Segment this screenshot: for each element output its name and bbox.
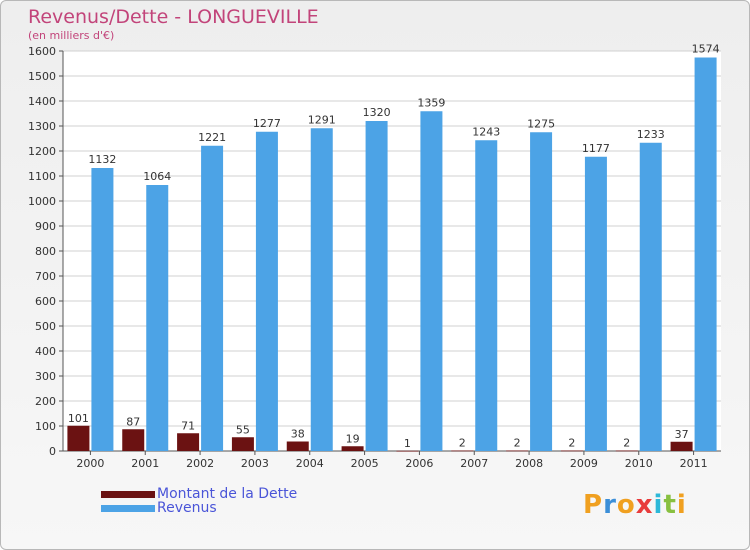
value-label-revenus: 1177 [582, 142, 610, 155]
value-label-dette: 1 [404, 437, 411, 450]
legend-swatch-revenus [101, 504, 155, 512]
logo-letter: i [676, 490, 687, 520]
value-label-revenus: 1574 [692, 43, 720, 56]
legend-swatch-dette [101, 490, 155, 498]
logo-letter: i [653, 490, 664, 520]
x-tick-label: 2008 [515, 457, 543, 470]
bar-dette [341, 446, 364, 451]
value-label-dette: 2 [568, 437, 575, 450]
x-tick-label: 2000 [76, 457, 104, 470]
value-label-dette: 2 [459, 437, 466, 450]
x-tick-label: 2002 [186, 457, 214, 470]
chart-subtitle: (en milliers d'€) [28, 29, 115, 42]
bar-revenus [475, 140, 498, 451]
y-tick-label: 300 [35, 370, 56, 383]
chart-legend: Montant de la Dette Revenus [101, 486, 298, 516]
y-tick-label: 0 [49, 445, 56, 458]
value-label-dette: 19 [346, 432, 360, 445]
legend-item-revenus: Revenus [101, 500, 297, 516]
value-label-dette: 101 [68, 412, 89, 425]
y-tick-label: 1500 [28, 70, 56, 83]
value-label-dette: 37 [675, 428, 689, 441]
value-label-dette: 2 [514, 437, 521, 450]
bar-revenus [694, 57, 717, 451]
value-label-revenus: 1277 [253, 117, 281, 130]
value-label-revenus: 1221 [198, 131, 226, 144]
y-tick-label: 1300 [28, 120, 56, 133]
bar-dette [560, 450, 583, 452]
logo-letter: r [603, 490, 617, 520]
bar-dette [286, 441, 309, 451]
bar-dette [670, 441, 693, 451]
legend-label-dette: Montant de la Dette [157, 486, 298, 502]
y-tick-label: 1100 [28, 170, 56, 183]
bar-revenus [365, 121, 388, 451]
bar-revenus [146, 185, 169, 451]
chart-title: Revenus/Dette - LONGUEVILLE [28, 6, 319, 28]
y-tick-label: 1000 [28, 195, 56, 208]
x-tick-label: 2009 [570, 457, 598, 470]
legend-item-dette: Montant de la Dette [101, 486, 298, 502]
bar-revenus [201, 145, 224, 451]
bar-revenus [584, 156, 607, 451]
value-label-revenus: 1359 [417, 96, 445, 109]
value-label-revenus: 1233 [637, 128, 665, 141]
value-label-revenus: 1320 [363, 106, 391, 119]
logo-letter: t [663, 490, 677, 520]
bar-dette [122, 429, 145, 451]
x-tick-label: 2005 [351, 457, 379, 470]
value-label-dette: 55 [236, 423, 250, 436]
bar-dette [177, 433, 200, 451]
x-tick-label: 2011 [680, 457, 708, 470]
value-label-revenus: 1243 [472, 125, 500, 138]
value-label-dette: 2 [623, 437, 630, 450]
y-tick-label: 1200 [28, 145, 56, 158]
y-tick-label: 100 [35, 420, 56, 433]
logo-letter: P [583, 490, 604, 520]
x-tick-label: 2007 [460, 457, 488, 470]
bar-dette [231, 437, 254, 451]
value-label-revenus: 1132 [88, 153, 116, 166]
y-tick-label: 200 [35, 395, 56, 408]
y-tick-label: 1400 [28, 95, 56, 108]
value-label-dette: 38 [291, 428, 305, 441]
x-tick-label: 2006 [405, 457, 433, 470]
y-tick-label: 600 [35, 295, 56, 308]
y-tick-label: 700 [35, 270, 56, 283]
x-tick-label: 2004 [296, 457, 324, 470]
proxiti-logo: Proxiti [583, 490, 687, 520]
bar-revenus [91, 168, 114, 451]
logo-letter: o [616, 490, 636, 520]
legend-label-revenus: Revenus [157, 500, 217, 516]
y-tick-label: 400 [35, 345, 56, 358]
bar-revenus [530, 132, 553, 451]
value-label-revenus: 1064 [143, 170, 171, 183]
logo-letter: x [635, 490, 654, 520]
x-tick-label: 2001 [131, 457, 159, 470]
bar-dette [451, 450, 474, 452]
value-label-dette: 71 [181, 419, 195, 432]
bar-revenus [310, 128, 333, 451]
bar-revenus [255, 131, 278, 451]
y-tick-label: 900 [35, 220, 56, 233]
bar-dette [506, 450, 529, 452]
y-tick-label: 500 [35, 320, 56, 333]
x-tick-label: 2010 [625, 457, 653, 470]
value-label-dette: 87 [126, 415, 140, 428]
value-label-revenus: 1291 [308, 113, 336, 126]
bar-dette [615, 450, 638, 452]
bar-revenus [639, 142, 662, 451]
value-label-revenus: 1275 [527, 117, 555, 130]
y-tick-label: 800 [35, 245, 56, 258]
y-tick-label: 1600 [28, 45, 56, 58]
x-tick-label: 2003 [241, 457, 269, 470]
bar-dette [67, 425, 90, 451]
bar-dette [396, 450, 419, 452]
bar-revenus [420, 111, 443, 451]
